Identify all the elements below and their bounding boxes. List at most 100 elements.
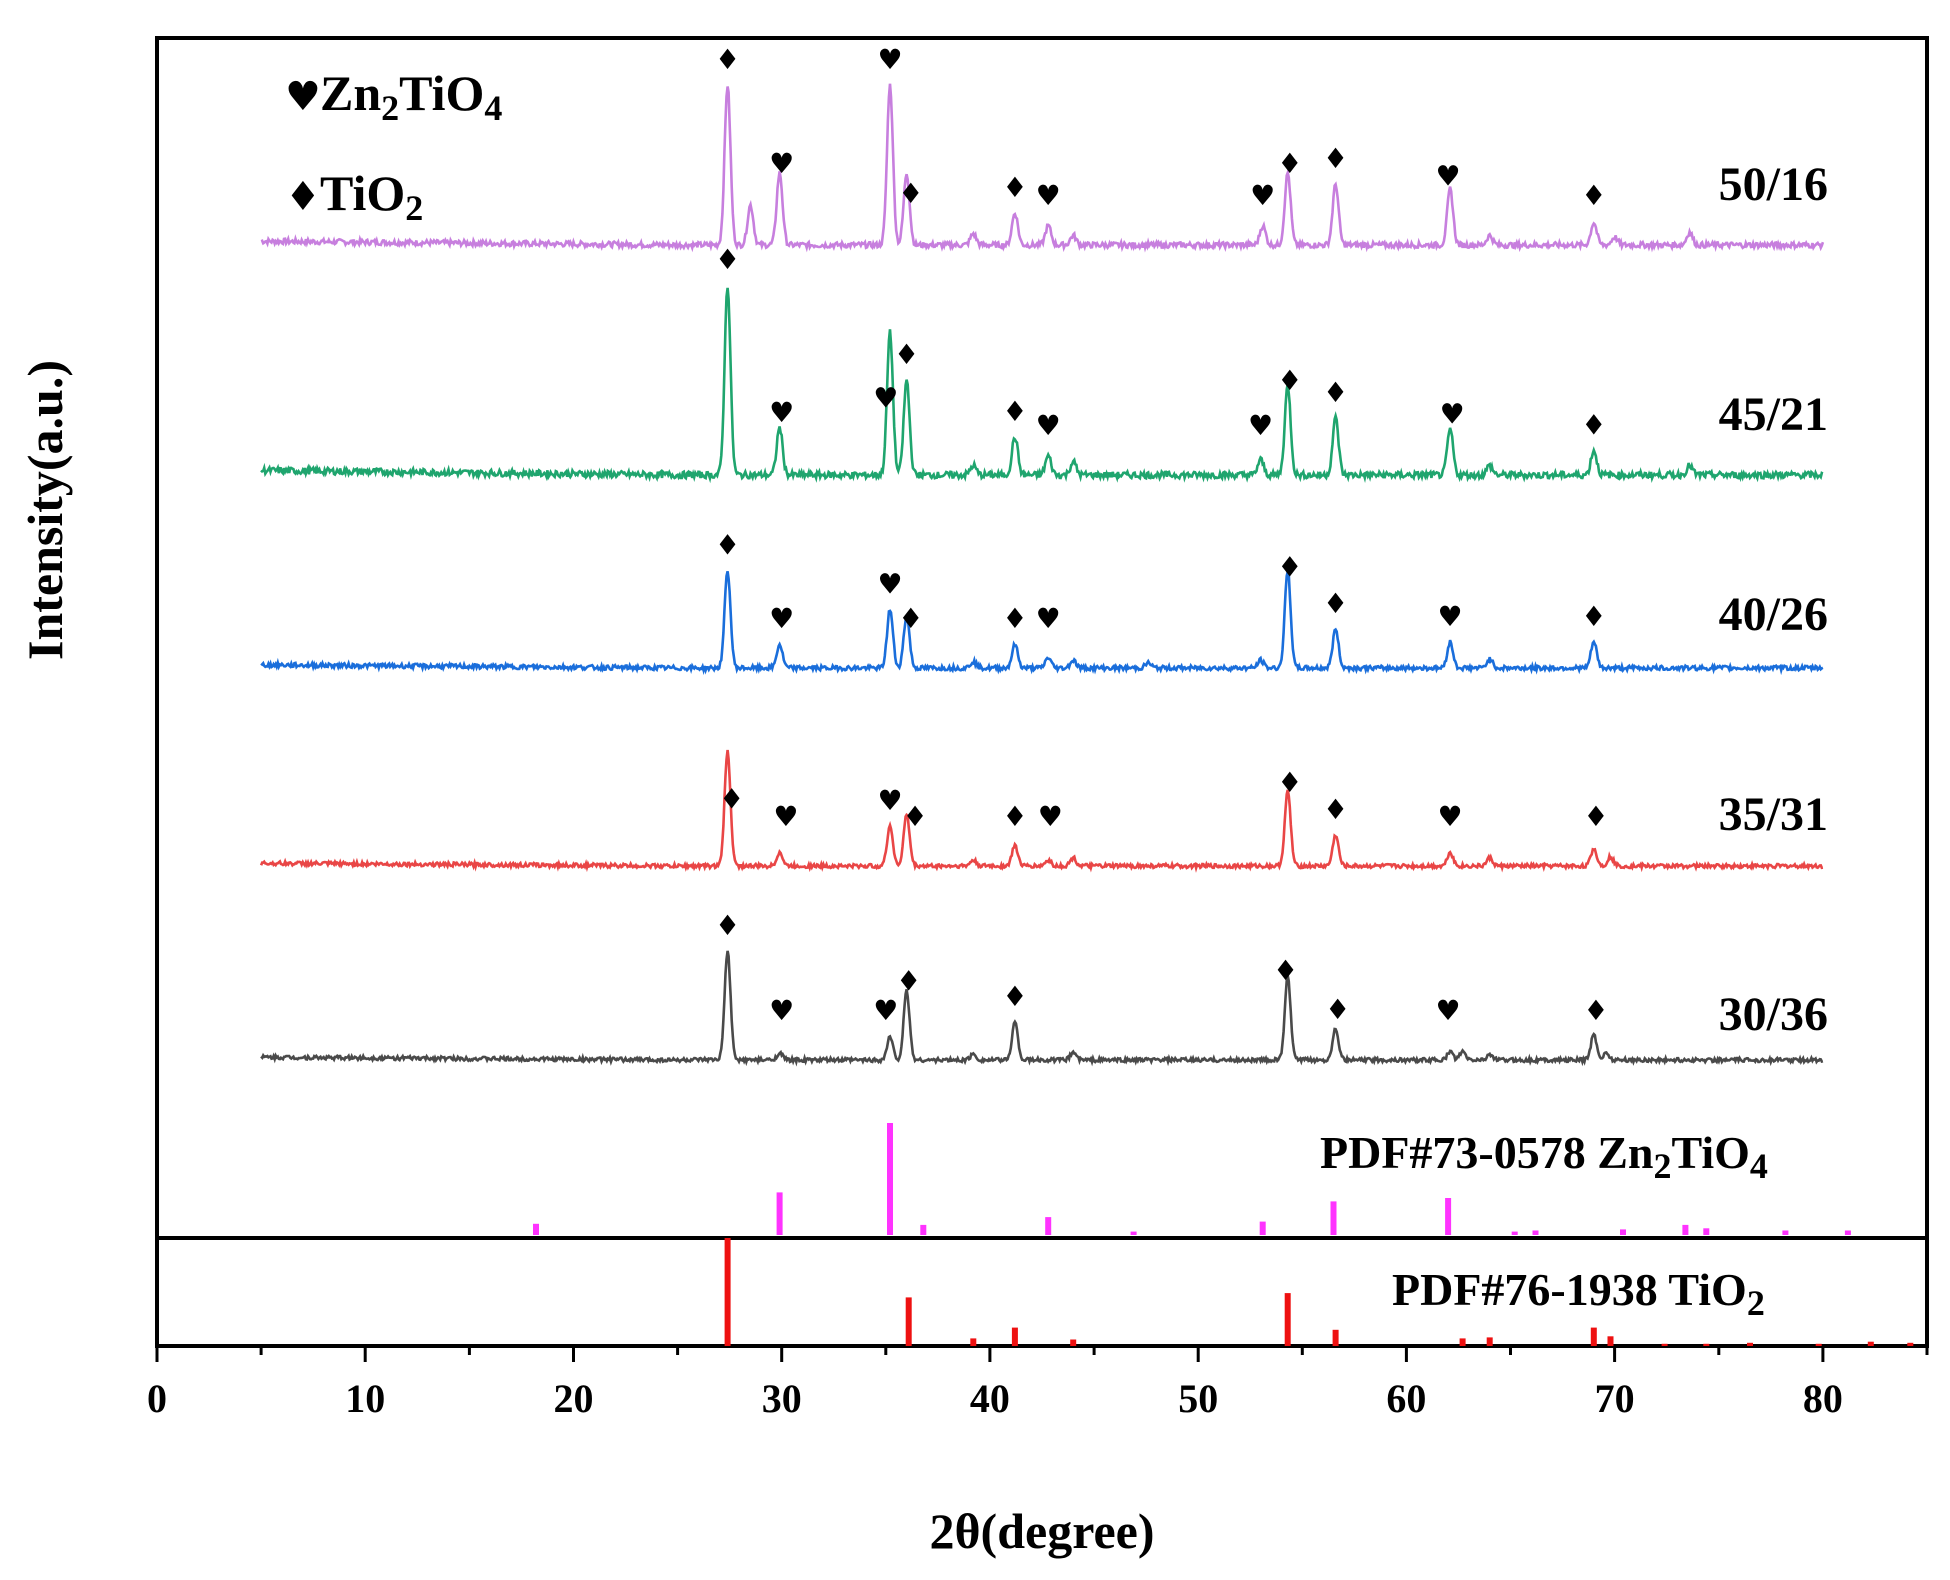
reference-stick bbox=[1682, 1224, 1689, 1235]
diamond-marker: ♦ bbox=[894, 338, 919, 371]
series-label-45-21: 45/21 bbox=[1719, 388, 1828, 441]
reference-stick bbox=[1844, 1230, 1851, 1235]
heart-marker: ♥ bbox=[1036, 602, 1061, 635]
reference-stick bbox=[905, 1297, 912, 1346]
heart-marker: ♥ bbox=[1250, 179, 1275, 212]
plot-frames bbox=[155, 36, 1929, 1348]
heart-marker: ♥ bbox=[877, 784, 902, 817]
diamond-marker: ♦ bbox=[715, 529, 740, 562]
diamond-marker: ♦ bbox=[1581, 600, 1606, 633]
heart-marker: ♥ bbox=[1248, 409, 1273, 442]
legend-tio2-label: TiO2 bbox=[320, 165, 423, 228]
series-line-35-31 bbox=[259, 749, 1824, 873]
x-tick-label: 0 bbox=[147, 1376, 167, 1421]
heart-marker: ♥ bbox=[769, 994, 794, 1027]
series-label-30-36: 30/36 bbox=[1719, 988, 1828, 1041]
diamond-marker: ♦ bbox=[1581, 179, 1606, 212]
series-line-40-26 bbox=[260, 567, 1824, 676]
diamond-marker: ♦ bbox=[896, 965, 921, 998]
reference-stick bbox=[1045, 1217, 1052, 1235]
heart-marker: ♥ bbox=[1036, 179, 1061, 212]
heart-marker: ♥ bbox=[769, 602, 794, 635]
heart-marker: ♥ bbox=[1438, 600, 1463, 633]
legend: ♥ Zn2TiO4 ♦ TiO2 bbox=[285, 65, 502, 228]
reference-stick bbox=[1782, 1230, 1789, 1235]
diamond-marker: ♦ bbox=[1581, 408, 1606, 441]
reference-stick bbox=[1130, 1231, 1137, 1235]
series-line-30-36 bbox=[260, 950, 1824, 1067]
reference-stick bbox=[1620, 1229, 1626, 1235]
diamond-marker: ♦ bbox=[1277, 551, 1302, 584]
heart-marker: ♥ bbox=[1438, 800, 1463, 833]
diamond-marker: ♦ bbox=[1277, 766, 1302, 799]
series-label-50-16: 50/16 bbox=[1719, 158, 1828, 211]
reference-stick bbox=[887, 1123, 893, 1235]
diamond-marker: ♦ bbox=[902, 800, 927, 833]
reference-stick bbox=[1486, 1337, 1493, 1346]
reference-stick bbox=[1445, 1198, 1452, 1235]
legend-heart-icon: ♥ bbox=[285, 74, 321, 120]
legend-diamond-icon: ♦ bbox=[285, 174, 321, 220]
diamond-marker: ♦ bbox=[1002, 602, 1027, 635]
reference-stick bbox=[1011, 1327, 1018, 1346]
x-axis: 0 10 20 30 40 50 60 70 80 bbox=[147, 1346, 1929, 1421]
series-layer: ♦♥♥♦ ♦ ♥ ♥♦ ♦♥♦ 50/16♦♥ ♥♦♦ ♥ ♥♦ ♦♥ ♦ 45/21♦♥♥♦ ♦ ♥♦♦… bbox=[259, 43, 1828, 1067]
diamond-marker: ♦ bbox=[898, 177, 923, 210]
diamond-marker: ♦ bbox=[1002, 800, 1027, 833]
diamond-marker: ♦ bbox=[715, 243, 740, 276]
reference-label-tio2: PDF#76-1938 TiO2 bbox=[1392, 1264, 1765, 1323]
diamond-marker: ♦ bbox=[715, 43, 740, 76]
x-tick-label: 30 bbox=[762, 1376, 802, 1421]
series-line-50-16 bbox=[260, 83, 1825, 253]
heart-marker: ♥ bbox=[769, 147, 794, 180]
x-axis-title: 2θ(degree) bbox=[929, 1503, 1154, 1559]
x-tick-label: 80 bbox=[1803, 1376, 1843, 1421]
reference-label-zn2tio4: PDF#73-0578 Zn2TiO4 bbox=[1320, 1127, 1768, 1186]
reference-stick bbox=[970, 1338, 977, 1346]
bottom-panel-frame bbox=[155, 1236, 1929, 1348]
x-tick-label: 70 bbox=[1595, 1376, 1635, 1421]
reference-stick bbox=[724, 1238, 731, 1346]
reference-stick bbox=[1284, 1293, 1291, 1346]
diamond-marker: ♦ bbox=[1583, 994, 1608, 1027]
heart-marker: ♥ bbox=[877, 43, 902, 76]
heart-marker: ♥ bbox=[873, 382, 898, 415]
reference-stick bbox=[776, 1192, 783, 1235]
y-axis-title: Intensity(a.u.) bbox=[17, 360, 73, 660]
heart-marker: ♥ bbox=[1036, 409, 1061, 442]
diamond-marker: ♦ bbox=[1323, 587, 1348, 620]
diamond-marker: ♦ bbox=[1002, 395, 1027, 428]
diamond-marker: ♦ bbox=[1277, 147, 1302, 180]
heart-marker: ♥ bbox=[1436, 994, 1461, 1027]
heart-marker: ♥ bbox=[769, 396, 794, 429]
diamond-marker: ♦ bbox=[1323, 793, 1348, 826]
diamond-marker: ♦ bbox=[1325, 993, 1350, 1026]
series-label-35-31: 35/31 bbox=[1719, 788, 1828, 841]
reference-stick bbox=[1607, 1336, 1614, 1346]
reference-stick bbox=[1332, 1329, 1339, 1346]
diamond-marker: ♦ bbox=[898, 602, 923, 635]
reference-stick bbox=[1661, 1343, 1668, 1346]
reference-stick bbox=[1590, 1327, 1597, 1346]
x-tick-label: 20 bbox=[554, 1376, 594, 1421]
x-tick-label: 40 bbox=[970, 1376, 1010, 1421]
reference-stick bbox=[533, 1223, 539, 1235]
heart-marker: ♥ bbox=[1440, 398, 1465, 431]
heart-marker: ♥ bbox=[873, 994, 898, 1027]
diamond-marker: ♦ bbox=[1277, 364, 1302, 397]
reference-stick bbox=[1815, 1343, 1822, 1346]
reference-layer: PDF#73-0578 Zn2TiO4 PDF#76-1938 TiO2 bbox=[533, 1123, 1914, 1346]
legend-zn2tio4-label: Zn2TiO4 bbox=[320, 65, 502, 128]
heart-marker: ♥ bbox=[1436, 160, 1461, 193]
reference-stick bbox=[1907, 1342, 1914, 1346]
series-label-40-26: 40/26 bbox=[1719, 588, 1828, 641]
diamond-marker: ♦ bbox=[1273, 954, 1298, 987]
x-tick-label: 50 bbox=[1178, 1376, 1218, 1421]
diamond-marker: ♦ bbox=[719, 783, 744, 816]
diamond-marker: ♦ bbox=[1583, 800, 1608, 833]
reference-stick bbox=[1511, 1231, 1518, 1235]
reference-stick bbox=[920, 1224, 927, 1235]
diamond-marker: ♦ bbox=[1323, 376, 1348, 409]
heart-marker: ♥ bbox=[877, 568, 902, 601]
